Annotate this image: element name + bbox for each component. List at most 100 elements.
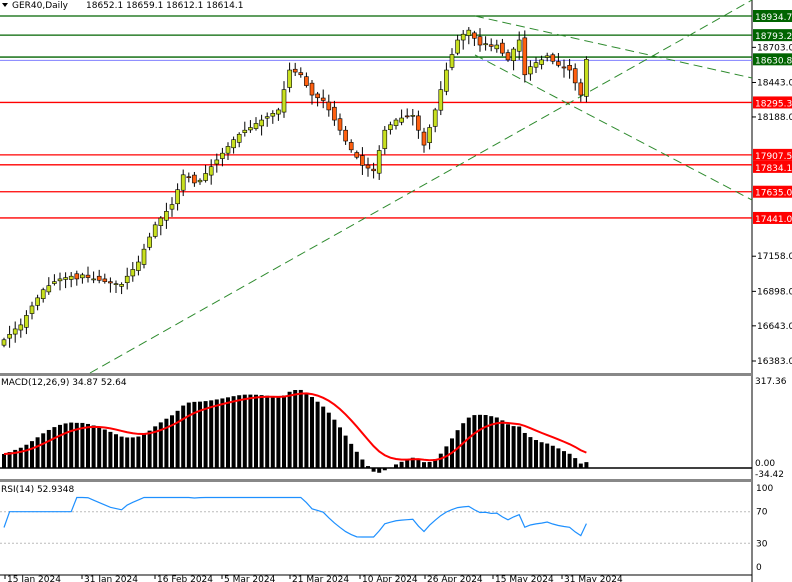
candle [119, 282, 124, 295]
macd-bar [377, 468, 382, 473]
candle [438, 81, 444, 116]
collapse-triangle-icon[interactable] [2, 3, 8, 7]
candle [74, 270, 80, 286]
macd-bar [366, 466, 370, 468]
trendline-lower-falling[interactable] [474, 54, 753, 201]
level-label: 17834.1 [755, 164, 792, 174]
macd-bar [506, 424, 510, 468]
macd-bar [46, 429, 51, 468]
date-tick-label: 26 Apr 2024 [427, 575, 483, 582]
macd-bar [164, 418, 169, 468]
macd-bar [41, 433, 46, 468]
macd-tick-label: -34.42 [755, 470, 784, 480]
macd-bar [114, 434, 118, 468]
chart-title: GER40,Daily [12, 1, 69, 11]
candle [354, 150, 360, 160]
macd-bar [556, 448, 561, 468]
candle [96, 269, 102, 284]
macd-bar [35, 437, 40, 468]
candle [1, 337, 7, 348]
macd-bar [399, 461, 404, 468]
macd-bar [259, 395, 264, 468]
candle [186, 172, 192, 183]
candle [236, 132, 242, 148]
rsi-title: RSI(14) 52.9348 [1, 485, 74, 495]
macd-bar [265, 395, 270, 468]
candle [539, 55, 544, 70]
candle [12, 321, 18, 343]
candle [158, 216, 164, 236]
macd-bar [2, 453, 6, 468]
macd-bar [332, 419, 337, 468]
macd-bar [304, 392, 309, 468]
candle [192, 171, 197, 187]
candle [533, 57, 539, 74]
price-tick-label: 18188.0 [757, 113, 792, 123]
candle [231, 136, 236, 154]
macd-bar [410, 457, 415, 468]
macd-bar [287, 391, 292, 468]
candle [113, 280, 119, 293]
candle [68, 272, 74, 288]
candle [152, 221, 158, 239]
macd-bar [573, 458, 578, 468]
macd-bar [422, 462, 426, 468]
candle [85, 266, 91, 283]
date-tick-label: 16 Feb 2024 [157, 575, 213, 582]
macd-bar [321, 406, 326, 468]
trendlines[interactable] [89, 0, 753, 374]
level-label: 18934.7 [755, 13, 792, 23]
macd-bar [181, 405, 186, 468]
candle [522, 30, 528, 83]
candle [287, 62, 292, 93]
candle [343, 126, 348, 145]
candle [175, 183, 180, 211]
panel-separator[interactable] [0, 373, 752, 376]
macd-bar [354, 451, 359, 468]
candle [7, 325, 12, 348]
macd-bar [153, 426, 158, 468]
macd-bar [125, 437, 130, 468]
panel-separator[interactable] [0, 479, 752, 482]
macd-bar [192, 401, 197, 468]
macd-bar [310, 396, 314, 468]
macd-bar [298, 389, 303, 468]
candle [528, 60, 533, 81]
macd-bar [276, 397, 281, 468]
macd-bar [539, 442, 544, 468]
candle [52, 274, 57, 286]
level-label: 18295.3 [755, 99, 792, 109]
candle [421, 127, 427, 153]
macd-bar [315, 401, 320, 468]
candle [572, 63, 578, 91]
level-label: 18630.8 [755, 56, 792, 66]
macd-bar [130, 437, 135, 468]
macd-bar [405, 459, 410, 468]
macd-bar [500, 420, 505, 468]
level-label-bg [753, 148, 792, 161]
candle [444, 62, 449, 96]
candle [505, 49, 511, 62]
date-tick-label: 10 Apr 2024 [362, 575, 418, 582]
macd-bar [433, 459, 438, 468]
candle [108, 277, 113, 293]
macd-bar [511, 426, 516, 468]
level-label-bg [753, 185, 792, 198]
candle [197, 178, 203, 185]
trendline-upper-falling[interactable] [474, 15, 753, 79]
macd-bar [198, 401, 202, 468]
level-label-bg [753, 96, 792, 109]
candle [264, 112, 270, 127]
level-label: 17907.5 [755, 152, 792, 162]
candle [35, 294, 40, 311]
candle [404, 108, 410, 119]
trendline-rising[interactable] [89, 0, 753, 374]
rsi-line [3, 496, 587, 538]
macd-bar [24, 444, 29, 468]
macd-bar [74, 422, 79, 468]
level-label-bg [753, 10, 792, 22]
candle [304, 72, 309, 88]
candle [136, 255, 141, 276]
candle [556, 53, 561, 68]
candle [259, 114, 264, 136]
